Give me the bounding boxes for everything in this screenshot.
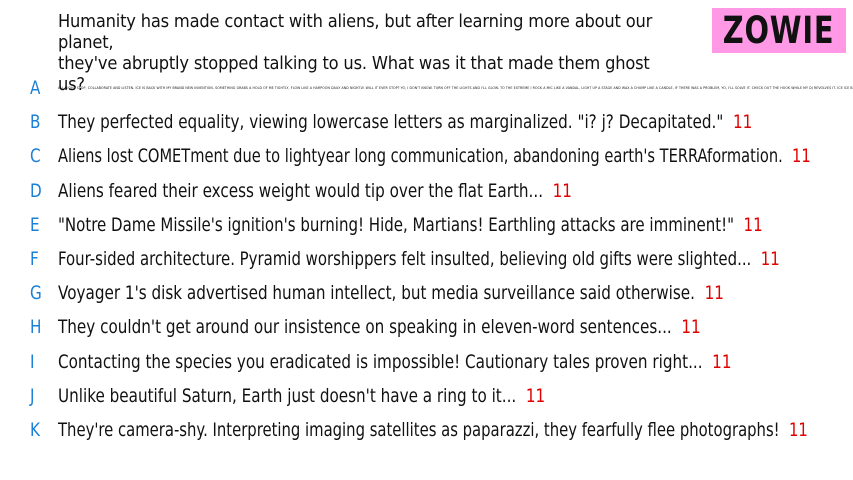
answer-content: They perfected equality, viewing lowerca… [58,111,752,133]
answer-letter: A [30,77,41,99]
answer-score: 11 [525,384,546,407]
answer-score: 11 [732,111,753,134]
answer-row: J Unlike beautiful Saturn, Earth just doe… [0,379,853,413]
answer-row: H They couldn't get around our insistence… [0,310,853,344]
answer-row: D Aliens feared their excess weight would… [0,174,853,208]
answer-letter: F [30,248,39,270]
answer-text: Unlike beautiful Saturn, Earth just does… [58,384,517,407]
answer-score: 11 [552,179,572,202]
answer-text: ALL RIGHT STOP, COLLABORATE AND LISTEN. … [58,86,853,90]
answer-content: Voyager 1's disk advertised human intell… [58,282,724,304]
answer-letter: C [30,145,41,168]
answer-letter: K [30,419,40,441]
answer-text: Aliens lost COMETment due to lightyear l… [58,145,783,168]
zowie-logo: ZOWIE [712,8,846,53]
answer-content: They're camera-shy. Interpreting imaging… [58,419,808,441]
answer-content: Aliens lost COMETment due to lightyear l… [58,145,811,167]
answer-text: They couldn't get around our insistence … [58,316,672,339]
answer-content: Four-sided architecture. Pyramid worship… [58,248,780,270]
answer-text: They're camera-shy. Interpreting imaging… [58,419,780,441]
answer-content: Unlike beautiful Saturn, Earth just does… [58,385,545,407]
answer-content: Contacting the species you eradicated is… [58,351,732,373]
answer-row: F Four-sided architecture. Pyramid worshi… [0,242,853,276]
answer-letter: B [30,111,41,134]
answer-letter: H [30,316,42,339]
answer-content: They couldn't get around our insistence … [58,316,701,338]
answer-row: C Aliens lost COMETment due to lightyear … [0,139,853,173]
logo-text: ZOWIE [723,9,835,52]
answer-content: ALL RIGHT STOP, COLLABORATE AND LISTEN. … [58,77,853,99]
answer-row: E "Notre Dame Missile's ignition's burnin… [0,208,853,242]
answer-score: 11 [792,145,811,168]
answer-score: 11 [712,350,732,373]
answer-score: 11 [788,419,808,441]
answer-letter: D [30,179,42,202]
answer-content: Aliens feared their excess weight would … [58,180,572,202]
answer-letter: E [30,213,40,236]
prompt-line-2: they've abruptly stopped talking to us. … [58,54,650,95]
answer-text: Four-sided architecture. Pyramid worship… [58,248,752,270]
answer-score: 11 [743,213,763,236]
answer-letter: J [30,384,35,407]
answer-score: 11 [760,248,780,270]
answer-text: Voyager 1's disk advertised human intell… [58,282,695,305]
prompt-line-1: Humanity has made contact with aliens, b… [58,12,653,53]
answer-text: They perfected equality, viewing lowerca… [58,111,724,134]
answer-content: "Notre Dame Missile's ignition's burning… [58,214,763,236]
answer-row: I Contacting the species you eradicated i… [0,345,853,379]
answer-row: G Voyager 1's disk advertised human intel… [0,276,853,310]
answer-row: A ALL RIGHT STOP, COLLABORATE AND LISTEN.… [0,71,853,105]
answer-row: K They're camera-shy. Interpreting imagin… [0,413,853,447]
answer-letter: G [30,282,42,305]
prompt-question: Humanity has made contact with aliens, b… [58,12,653,96]
answer-text: Aliens feared their excess weight would … [58,179,544,202]
answer-row: B They perfected equality, viewing lowerc… [0,105,853,139]
answer-text: "Notre Dame Missile's ignition's burning… [58,213,735,236]
answer-text: Contacting the species you eradicated is… [58,350,703,373]
answer-score: 11 [704,282,724,305]
answer-score: 11 [681,316,701,339]
answer-letter: I [30,350,35,373]
